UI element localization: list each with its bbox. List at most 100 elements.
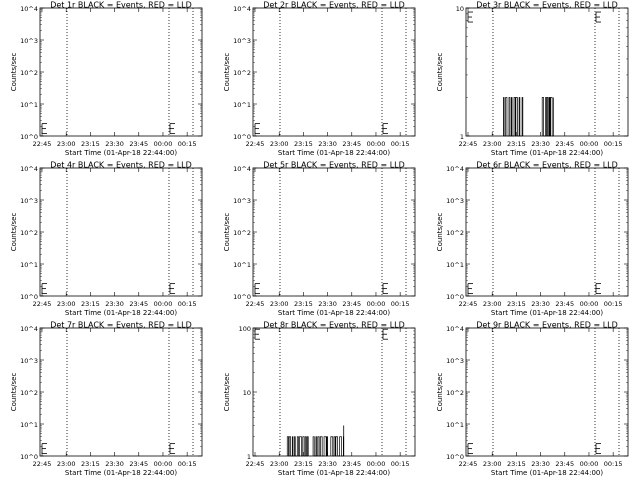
x-axis-label: Start Time (01-Apr-18 22:44:00): [491, 469, 603, 477]
x-tick-label: 23:00: [270, 460, 289, 468]
y-tick-label: 10^0: [233, 133, 251, 141]
e-marker: [382, 123, 388, 135]
x-tick-label: 23:15: [294, 300, 313, 308]
x-tick-label: 22:45: [33, 140, 52, 148]
x-tick-label: 23:45: [129, 460, 148, 468]
y-tick-label: 10^1: [20, 261, 38, 269]
chart-title: Det 1r BLACK = Events, RED = LLD: [50, 1, 192, 10]
x-tick-label: 23:15: [81, 460, 100, 468]
x-tick-label: 23:30: [318, 300, 337, 308]
y-tick-label: 10^0: [20, 453, 38, 461]
x-tick-label: 22:45: [459, 460, 478, 468]
chart-title: Det 9r BLACK = Events, RED = LLD: [476, 321, 618, 330]
x-axis-label: Start Time (01-Apr-18 22:44:00): [491, 309, 603, 317]
y-tick-label: 10: [243, 389, 251, 397]
x-tick-label: 23:00: [57, 460, 76, 468]
y-tick-label: 10^2: [20, 69, 38, 77]
plot-frame: [252, 167, 416, 297]
y-tick-label: 10^3: [233, 197, 251, 205]
y-tick-label: 10^4: [233, 5, 251, 13]
y-tick-label: 1: [247, 453, 251, 461]
x-tick-label: 23:15: [81, 300, 100, 308]
e-marker: [382, 328, 388, 340]
x-tick-label: 23:15: [507, 460, 526, 468]
e-marker: [595, 443, 601, 455]
x-axis-label: Start Time (01-Apr-18 22:44:00): [278, 149, 390, 157]
e-marker: [467, 11, 473, 23]
x-tick-label: 23:45: [129, 140, 148, 148]
y-tick-label: 10^2: [446, 389, 464, 397]
x-tick-label: 23:00: [483, 300, 502, 308]
x-tick-label: 00:00: [367, 460, 386, 468]
chart-panel-8: Det 8r BLACK = Events, RED = LLD 1 10 100 Co…: [223, 321, 416, 477]
y-tick-label: 10^2: [233, 229, 251, 237]
x-tick-label: 22:45: [246, 460, 265, 468]
x-tick-label: 23:30: [105, 140, 124, 148]
chart-title: Det 4r BLACK = Events, RED = LLD: [50, 161, 192, 170]
x-tick-label: 23:15: [507, 140, 526, 148]
x-tick-label: 00:15: [178, 140, 197, 148]
e-marker: [254, 328, 260, 340]
x-tick-label: 00:15: [604, 300, 623, 308]
chart-title: Det 5r BLACK = Events, RED = LLD: [263, 161, 405, 170]
x-tick-label: 00:00: [154, 460, 173, 468]
x-tick-label: 23:45: [555, 300, 574, 308]
y-tick-label: 10^3: [446, 357, 464, 365]
x-tick-label: 23:00: [57, 140, 76, 148]
chart-title: Det 8r BLACK = Events, RED = LLD: [263, 321, 405, 330]
y-axis-label: Counts/sec: [436, 373, 444, 412]
x-tick-label: 00:15: [604, 460, 623, 468]
y-tick-label: 10^4: [233, 165, 251, 173]
y-tick-label: 10^4: [446, 325, 464, 333]
chart-title: Det 6r BLACK = Events, RED = LLD: [476, 161, 618, 170]
e-marker: [467, 443, 473, 455]
e-marker: [254, 123, 260, 135]
e-marker: [382, 283, 388, 295]
y-tick-label: 10^1: [20, 421, 38, 429]
e-marker: [254, 283, 260, 295]
y-tick-label: 10^4: [446, 165, 464, 173]
x-tick-label: 22:45: [459, 300, 478, 308]
x-tick-label: 23:00: [270, 300, 289, 308]
y-tick-label: 10: [456, 5, 464, 13]
x-tick-label: 22:45: [33, 300, 52, 308]
e-marker: [595, 283, 601, 295]
y-tick-label: 10^3: [20, 197, 38, 205]
x-tick-label: 23:45: [342, 140, 361, 148]
y-tick-label: 10^1: [446, 261, 464, 269]
plot-frame: [39, 7, 203, 137]
chart-panel-1: Det 1r BLACK = Events, RED = LLD 10^0 10^1…: [10, 1, 203, 157]
y-axis-label: Counts/sec: [223, 213, 231, 252]
chart-panel-5: Det 5r BLACK = Events, RED = LLD 10^0 10^1…: [223, 161, 416, 317]
y-tick-label: 10^2: [20, 389, 38, 397]
x-tick-label: 00:15: [604, 140, 623, 148]
e-marker: [467, 283, 473, 295]
e-marker: [169, 123, 175, 135]
chart-title: Det 2r BLACK = Events, RED = LLD: [263, 1, 405, 10]
y-axis-label: Counts/sec: [10, 53, 18, 92]
x-axis-label: Start Time (01-Apr-18 22:44:00): [65, 149, 177, 157]
x-tick-label: 23:00: [483, 460, 502, 468]
x-axis-label: Start Time (01-Apr-18 22:44:00): [491, 149, 603, 157]
y-tick-label: 10^0: [20, 293, 38, 301]
x-tick-label: 22:45: [459, 140, 478, 148]
y-axis-label: Counts/sec: [10, 213, 18, 252]
y-tick-label: 10^1: [233, 261, 251, 269]
x-tick-label: 00:15: [391, 300, 410, 308]
x-tick-label: 22:45: [246, 300, 265, 308]
chart-title: Det 3r BLACK = Events, RED = LLD: [476, 1, 618, 10]
plot-frame: [39, 167, 203, 297]
x-tick-label: 23:45: [555, 140, 574, 148]
x-tick-label: 23:30: [531, 140, 550, 148]
events-series-line: [286, 436, 345, 457]
x-tick-label: 00:00: [367, 140, 386, 148]
x-tick-label: 23:15: [294, 460, 313, 468]
y-tick-label: 1: [460, 133, 464, 141]
events-series-line: [503, 97, 554, 137]
y-tick-label: 10^0: [20, 133, 38, 141]
x-axis-label: Start Time (01-Apr-18 22:44:00): [278, 309, 390, 317]
e-marker: [41, 443, 47, 455]
chart-panel-7: Det 7r BLACK = Events, RED = LLD 10^0 10^1…: [10, 321, 203, 477]
y-axis-label: Counts/sec: [10, 373, 18, 412]
